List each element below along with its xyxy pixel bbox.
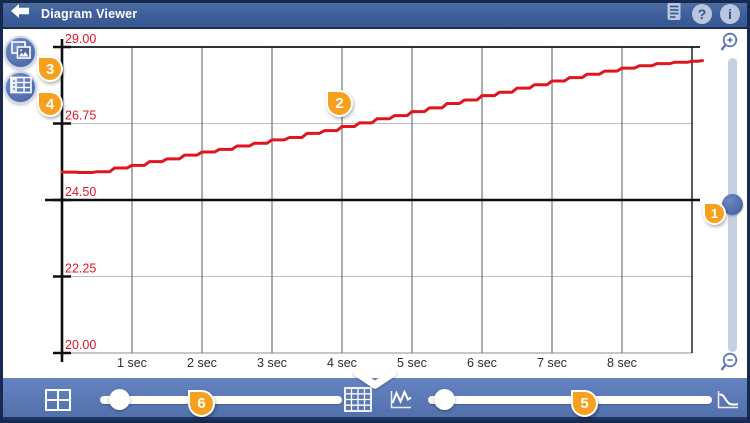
reference-line-slider-thumb[interactable] [722,194,743,215]
grid-density-slider-track[interactable] [100,396,342,404]
svg-text:22.25: 22.25 [65,262,96,276]
svg-text:4 sec: 4 sec [327,356,357,370]
data-table-icon [9,76,32,99]
grid-coarse-icon [45,389,71,411]
title-bar: Diagram Viewer ? i [0,0,750,29]
annotation-badge-5: 5 [571,390,598,417]
curve-raw-icon [389,389,413,410]
svg-text:20.00: 20.00 [65,338,96,352]
annotation-badge-2: 2 [326,90,353,117]
annotation-badge-4: 4 [37,91,63,117]
svg-text:6 sec: 6 sec [467,356,497,370]
annotation-badge-1: 1 [703,202,726,225]
svg-text:29.00: 29.00 [65,32,96,46]
back-button[interactable] [10,3,32,24]
smoothing-slider-track[interactable] [428,396,712,404]
export-image-button[interactable] [4,36,37,69]
report-icon [665,1,683,26]
chevron-down-icon [352,369,398,395]
svg-text:24.50: 24.50 [65,185,96,199]
svg-text:8 sec: 8 sec [607,356,637,370]
annotation-badge-6: 6 [188,390,215,417]
zoom-out-icon[interactable] [718,351,740,375]
collapse-toolbar-button[interactable] [352,369,398,396]
grid-density-slider-thumb[interactable] [109,389,130,410]
curve-smooth-icon [716,389,740,410]
back-arrow-icon [10,3,30,24]
svg-text:5 sec: 5 sec [397,356,427,370]
report-button[interactable] [664,1,684,26]
svg-text:3 sec: 3 sec [257,356,287,370]
annotation-badge-3: 3 [37,56,63,82]
info-button[interactable]: i [720,3,740,24]
grid-fine-icon [344,387,372,412]
chart-area: 29.00 26.75 24.50 22.25 20.00 1 sec 2 sec 3 sec… [0,29,750,378]
series-recorded-curve [60,59,704,174]
svg-text:2 sec: 2 sec [187,356,217,370]
data-table-button[interactable] [4,71,37,104]
help-button[interactable]: ? [692,3,712,24]
export-image-icon [10,40,32,65]
help-icon: ? [697,5,707,22]
info-icon: i [728,5,732,22]
chart-svg: 29.00 26.75 24.50 22.25 20.00 1 sec 2 sec 3 sec… [45,32,704,370]
smoothing-slider-thumb[interactable] [434,389,455,410]
svg-text:26.75: 26.75 [65,109,96,123]
zoom-in-icon[interactable] [718,31,740,55]
svg-text:1 sec: 1 sec [117,356,147,370]
svg-text:7 sec: 7 sec [537,356,567,370]
window-title: Diagram Viewer [41,6,138,21]
